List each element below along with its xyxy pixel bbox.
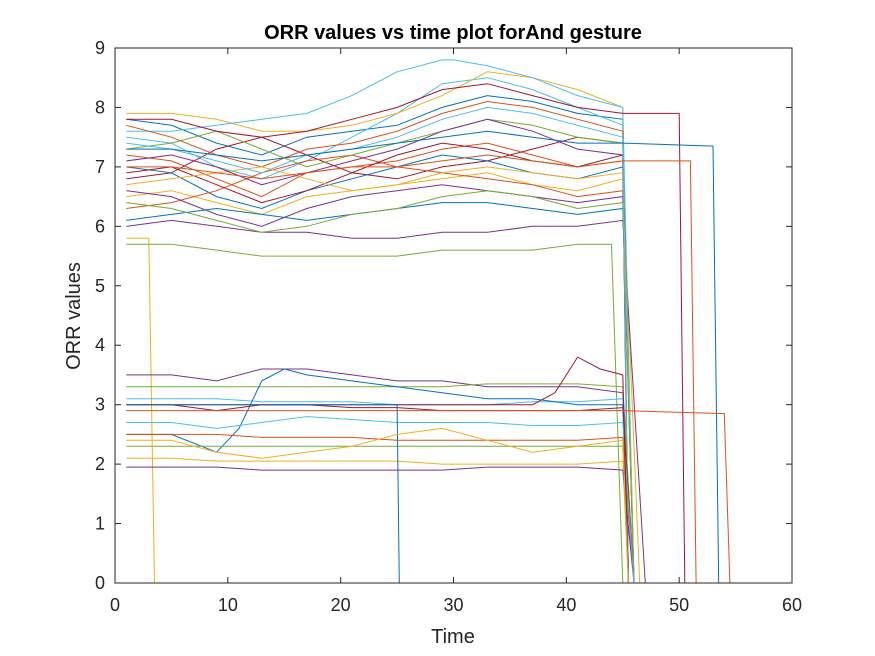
axes-layer: 0 10 20 30 40 50 60 0 1 2 3 4 5 6 7 8 9 xyxy=(95,38,802,615)
y-tick-label: 8 xyxy=(95,97,105,117)
y-tick-label: 7 xyxy=(95,157,105,177)
series-line xyxy=(126,106,629,584)
series-line xyxy=(126,368,635,584)
y-tick-label: 0 xyxy=(95,573,105,593)
series-line xyxy=(126,154,697,584)
y-tick-label: 3 xyxy=(95,395,105,415)
x-axis-label: Time xyxy=(431,626,475,648)
series-layer xyxy=(126,59,736,584)
series-line xyxy=(126,190,635,584)
series-line xyxy=(126,59,635,584)
series-line xyxy=(126,427,629,584)
y-tick-label: 9 xyxy=(95,38,105,58)
y-tick-label: 6 xyxy=(95,216,105,236)
series-line xyxy=(126,83,686,584)
series-line xyxy=(126,368,629,584)
y-tick-label: 4 xyxy=(95,335,105,355)
series-line xyxy=(126,71,629,584)
series-line xyxy=(126,466,635,584)
y-tick-label: 1 xyxy=(95,514,105,534)
series-line xyxy=(126,404,623,584)
y-axis-label: ORR values xyxy=(63,262,85,370)
series-line xyxy=(126,118,629,584)
x-tick-label: 30 xyxy=(443,595,463,615)
x-tick-label: 20 xyxy=(331,595,351,615)
series-line xyxy=(126,457,629,584)
x-tick-label: 60 xyxy=(782,595,802,615)
series-line xyxy=(126,243,624,584)
x-tick-label: 10 xyxy=(218,595,238,615)
x-tick-label: 40 xyxy=(556,595,576,615)
series-line xyxy=(126,130,720,584)
y-tick-label: 5 xyxy=(95,276,105,296)
series-line xyxy=(126,219,646,584)
series-line xyxy=(126,410,731,584)
x-tick-label: 0 xyxy=(110,595,120,615)
x-tick-label: 50 xyxy=(669,595,689,615)
series-line xyxy=(126,184,635,584)
chart-title: ORR values vs time plot forAnd gesture xyxy=(264,22,642,44)
series-line xyxy=(126,95,629,584)
y-tick-label: 2 xyxy=(95,454,105,474)
